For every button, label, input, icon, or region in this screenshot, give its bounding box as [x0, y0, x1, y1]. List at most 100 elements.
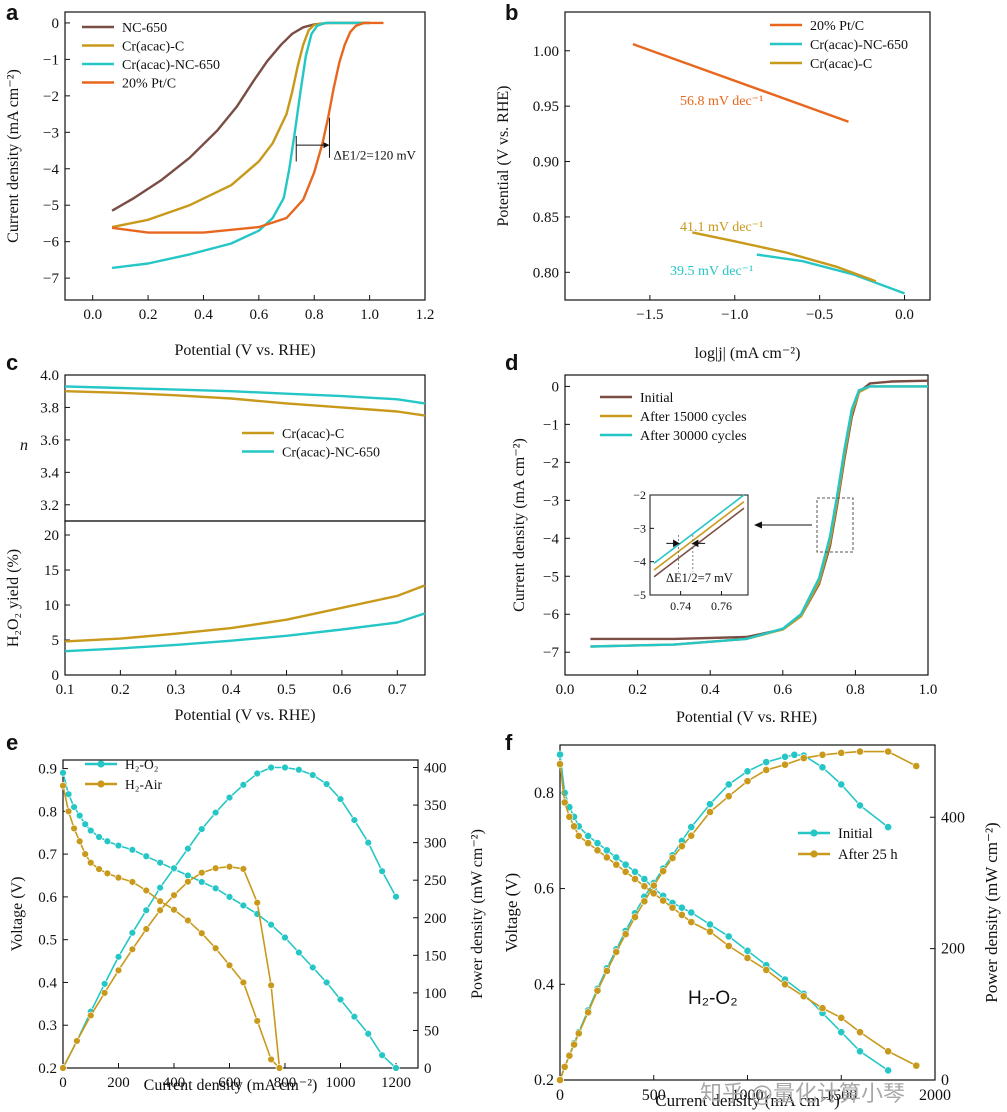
panel-d-ytick-label: −6: [543, 607, 559, 623]
panel-f-series-after-25-h-power-point: [677, 842, 686, 851]
panel-e-series-h-air-voltage-point: [211, 944, 220, 952]
panel-a-ytick-label: −1: [43, 52, 59, 68]
panel-f-series-after-25-h-power-point: [912, 762, 921, 770]
panel-f-series-after-25-h-power-point: [762, 766, 771, 774]
panel-f-series-after-25-h-power-point: [612, 948, 621, 956]
panel-e-legend-label: H₂-Air: [125, 777, 162, 792]
panel-f-series-initial-voltage-point: [560, 788, 569, 797]
panel-b-legend-label: Cr(acac)-NC-650: [810, 38, 908, 53]
panel-f-series-after-25-h-voltage-point: [912, 1061, 921, 1070]
panel-e-series-h-o-voltage-point: [267, 920, 275, 929]
panel-f-series-after-25-h-power-point: [631, 913, 639, 921]
panel-f-series-initial-voltage-point: [724, 932, 733, 941]
panel-e-series-h-o-power-point: [142, 906, 150, 914]
panel-e-series-h-o-voltage-point: [350, 1012, 359, 1021]
panel-f-series-initial-power-point: [687, 823, 696, 832]
panel-f-chart: 0 500 1000 1500 2000 0.2 0.4 0.6 0.8 0 200 400 Initi…: [502, 744, 1001, 1110]
panel-e-series-h-air-power-point: [87, 1011, 95, 1020]
panel-f-legend-marker: [810, 850, 818, 858]
panel-f-series-after-25-h-power-point: [818, 750, 827, 759]
panel-c-bottom-ytick-label: 15: [44, 563, 59, 579]
panel-b-legend-label: Cr(acac)-C: [810, 57, 872, 72]
panel-f-series-after-25-h-power-point: [659, 867, 668, 876]
panel-e-series-h-air-voltage-point: [81, 850, 89, 858]
panel-f-series-after-25-h-power-point: [649, 881, 658, 890]
panel-e-ytick-right-label: 200: [424, 911, 447, 927]
panel-label-c: c: [6, 350, 18, 375]
panel-c-bottom-ytick-label: 0: [52, 668, 60, 684]
panel-e-series-h-o-voltage-point: [103, 837, 112, 845]
panel-e-ytick-label: 0.4: [38, 975, 57, 991]
panel-f-series-initial-power-point: [837, 780, 846, 789]
panel-e-series-h-o-power-point: [267, 763, 275, 772]
panel-f-series-initial-voltage-point: [602, 846, 611, 855]
panel-f-series-after-25-h-power-point: [706, 808, 714, 816]
panel-e-series-h-o-power-point: [100, 980, 109, 988]
watermark: 知乎 @量化计算小琴: [700, 1082, 905, 1107]
panel-e-series-h-air-power-point: [239, 865, 248, 873]
panel-f-series-after-25-h-voltage: [559, 764, 917, 1067]
panel-b-ytick-label: 1.00: [533, 44, 559, 60]
panel-e-series-h-air-voltage-point: [128, 878, 137, 886]
panel-f-series-after-25-h-voltage-point: [687, 918, 696, 926]
panel-c-top-ytick-label: 3.2: [40, 498, 59, 514]
panel-e-series-h-air-power-point: [170, 891, 178, 899]
panel-f-series-initial-power-point: [743, 767, 752, 776]
panel-a-legend-label: Cr(acac)-NC-650: [122, 58, 220, 73]
panel-c-top-ytick-label: 4.0: [40, 368, 59, 384]
panel-d-inset-xtick-label: 0.76: [711, 599, 732, 613]
panel-f-ytick-label: 0.8: [534, 785, 554, 802]
panel-a-legend-label: NC-650: [122, 21, 167, 36]
panel-e-series-h-o-voltage-point: [70, 803, 78, 811]
panel-f-series-after-25-h-voltage-point: [884, 1047, 893, 1056]
panel-e-series-h-o-power-point: [322, 780, 331, 788]
panel-f-series-initial-power-point: [818, 763, 827, 772]
panel-f-series-initial-voltage-point: [621, 860, 630, 869]
panel-e-series-h-air-power-point: [114, 966, 123, 975]
panel-e-ytick-right-label: 100: [424, 986, 447, 1002]
panel-e-series-h-o-power-point: [309, 771, 317, 779]
panel-f-series-after-25-h-power-point: [621, 930, 630, 939]
panel-label-e: e: [6, 730, 18, 755]
panel-f-series-after-25-h-voltage-point: [593, 846, 602, 855]
panel-d-legend-label: Initial: [640, 391, 674, 406]
panel-e-series-h-o-voltage-point: [142, 852, 150, 860]
panel-c-xlabel: Potential (V vs. RHE): [174, 707, 315, 724]
panel-a-legend-label: 20% Pt/C: [122, 77, 176, 92]
panel-f-series-after-25-h-voltage-point: [584, 839, 593, 848]
panel-e-series-h-o-power-point: [378, 867, 386, 875]
panel-d-inset-ytick-label: −2: [633, 488, 646, 502]
panel-f-series-initial-voltage-point: [884, 1066, 893, 1075]
panel-c-xtick-label: 0.6: [333, 682, 352, 698]
panel-f-series-initial-voltage-point: [593, 839, 602, 848]
panel-e-xtick-label: 200: [107, 1075, 130, 1091]
panel-f-series-initial-voltage-point: [584, 832, 593, 840]
panel-b-xtick-label: −1.5: [636, 307, 663, 323]
panel-e-xtick-label: 600: [218, 1075, 241, 1091]
panel-d-series-after-15000-cycles: [590, 385, 928, 648]
panel-e-series-h-air-power-point: [59, 1064, 67, 1072]
panel-c-bottom-frame: [64, 520, 426, 676]
panel-e-series-h-air-power-point: [275, 1064, 284, 1072]
panel-d-inset-arrow-right: [691, 539, 706, 548]
panel-e-legend-marker: [97, 760, 105, 768]
panel-f-legend-label: After 25 h: [838, 847, 898, 863]
panel-e-ytick-label: 0.9: [38, 762, 57, 778]
panel-c-chart: 3.2 3.4 3.6 3.8 4.0 0 5 10 15 20 0.1 0.2 0.3 0.4 0.5 0.…: [5, 368, 426, 724]
panel-a-xtick-label: 0.4: [194, 307, 213, 323]
panel-f-series-initial-voltage-point: [556, 750, 564, 759]
panel-e-series-h-o-voltage-point: [239, 901, 248, 910]
panel-f-series-initial-voltage-point: [631, 867, 639, 876]
panel-e-series-h-air-power-point: [198, 868, 206, 877]
panel-e-series-h-o-power-point: [128, 929, 137, 937]
panel-e-series-h-o-power-point: [364, 838, 372, 847]
panel-a-annotation: ΔE1/2=120 mV: [333, 148, 416, 163]
panel-f-series-after-25-h-power-point: [574, 1029, 583, 1038]
panel-f-series-after-25-h-power-point: [593, 986, 602, 995]
panel-e-series-h-air-power-point: [128, 945, 137, 954]
panel-e-series-h-air-voltage-point: [184, 916, 192, 925]
panel-e-series-h-air-power-point: [100, 989, 109, 997]
panel-f-series-after-25-h-power-point: [884, 747, 893, 756]
panel-f-ylabel: Voltage (V): [502, 873, 521, 952]
panel-e-series-h-o-power-point: [253, 769, 261, 778]
